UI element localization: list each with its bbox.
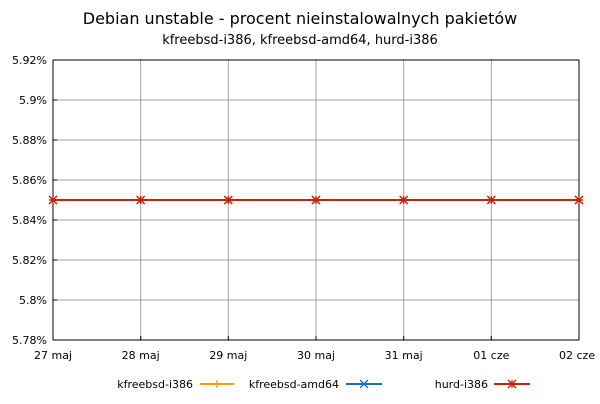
y-tick-label: 5.9% [19,94,47,107]
x-tick-label: 28 maj [122,349,160,362]
legend: kfreebsd-i386 kfreebsd-amd64 hurd-i386 [117,378,530,391]
x-tick-label: 01 cze [473,349,509,362]
legend-label-kfreebsd-amd64: kfreebsd-amd64 [249,378,339,391]
legend-label-kfreebsd-i386: kfreebsd-i386 [117,378,193,391]
data-point-hurd-i386 [399,195,409,205]
y-tick-label: 5.92% [12,54,47,67]
x-tick-label: 27 maj [34,349,72,362]
x-tick-label: 02 cze [559,349,595,362]
legend-marker-kfreebsd-amd64 [359,379,369,389]
y-tick-label: 5.8% [19,294,47,307]
data-point-hurd-i386 [136,195,146,205]
y-tick-label: 5.78% [12,334,47,347]
chart-subtitle: kfreebsd-i386, kfreebsd-amd64, hurd-i386 [162,33,438,48]
series-layer [48,195,584,205]
axes: 5.78% 5.8% 5.82% 5.84% 5.86% 5.88% 5.9% 5.92% 27… [12,54,595,362]
data-point-hurd-i386 [48,195,58,205]
legend-label-hurd-i386: hurd-i386 [435,378,488,391]
legend-marker-kfreebsd-i386 [213,380,221,388]
x-tick-label: 29 maj [209,349,247,362]
y-tick-label: 5.86% [12,174,47,187]
x-tick-label: 30 maj [297,349,335,362]
x-tick-label: 31 maj [385,349,423,362]
data-point-hurd-i386 [223,195,233,205]
chart-title: Debian unstable - procent nieinstalowaln… [83,9,518,28]
data-point-hurd-i386 [311,195,321,205]
legend-marker-hurd-i386 [507,379,517,389]
data-point-hurd-i386 [574,195,584,205]
data-point-hurd-i386 [486,195,496,205]
y-tick-label: 5.82% [12,254,47,267]
y-tick-label: 5.88% [12,134,47,147]
y-tick-label: 5.84% [12,214,47,227]
